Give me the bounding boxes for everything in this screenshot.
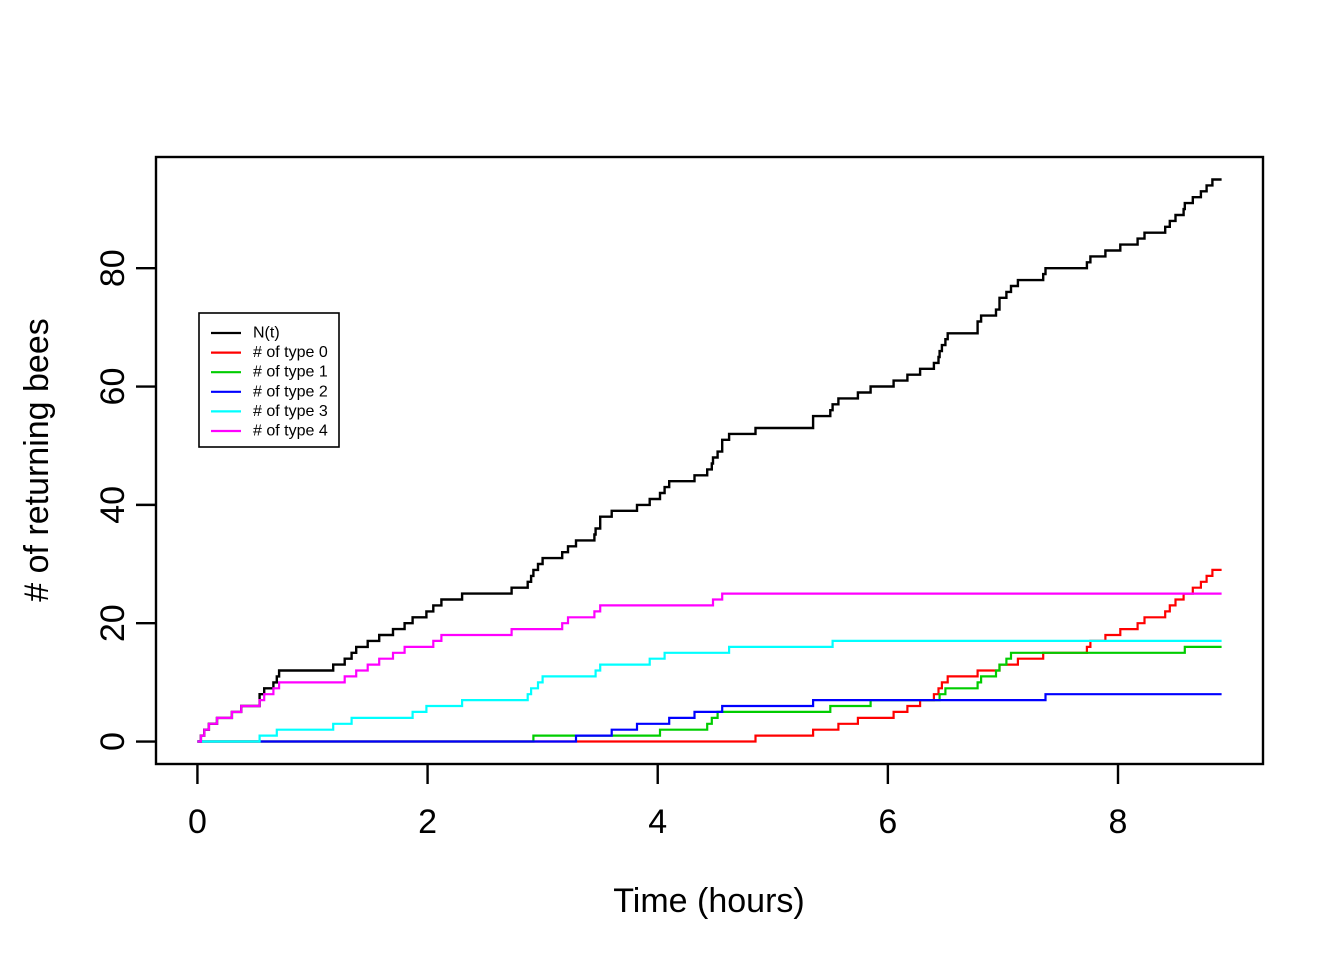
series-line-type-2	[197, 693, 1222, 743]
series-line-total-N(t)	[197, 178, 1222, 743]
legend-entry-label: N(t)	[253, 325, 280, 342]
y-axis-tick-label: 20	[94, 604, 132, 642]
y-axis-tick-label: 0	[94, 732, 132, 751]
legend-box	[198, 312, 340, 448]
legend-entry-label: # of type 2	[253, 383, 328, 400]
legend-entry-label: # of type 3	[253, 403, 328, 420]
x-axis-tick-label: 4	[648, 803, 667, 841]
x-axis-tick-label: 2	[418, 803, 437, 841]
series-line-type-4	[197, 592, 1222, 743]
y-axis-tick-label: 40	[94, 486, 132, 524]
series-line-type-0	[197, 568, 1222, 743]
y-axis-title: # of returning bees	[18, 318, 56, 602]
plot-border	[154, 155, 1265, 766]
legend: N(t) # of type 0 # of type 1 # of type 2 # o…	[198, 312, 340, 448]
x-axis-tick-label: 8	[1109, 803, 1128, 841]
y-axis-tick-label: 80	[94, 249, 132, 287]
series-line-type-3	[197, 639, 1222, 743]
series-lines	[197, 178, 1222, 743]
y-axis-tick-label: 60	[94, 368, 132, 406]
plot-area	[154, 155, 1265, 766]
legend-entry-label: # of type 1	[253, 364, 328, 381]
legend-entry-label: # of type 4	[253, 423, 328, 440]
x-axis-tick-label: 0	[188, 803, 207, 841]
x-axis-title: Time (hours)	[613, 882, 804, 920]
series-line-type-1	[197, 645, 1222, 743]
x-axis-tick-label: 6	[878, 803, 897, 841]
legend-entry-label: # of type 0	[253, 344, 328, 361]
